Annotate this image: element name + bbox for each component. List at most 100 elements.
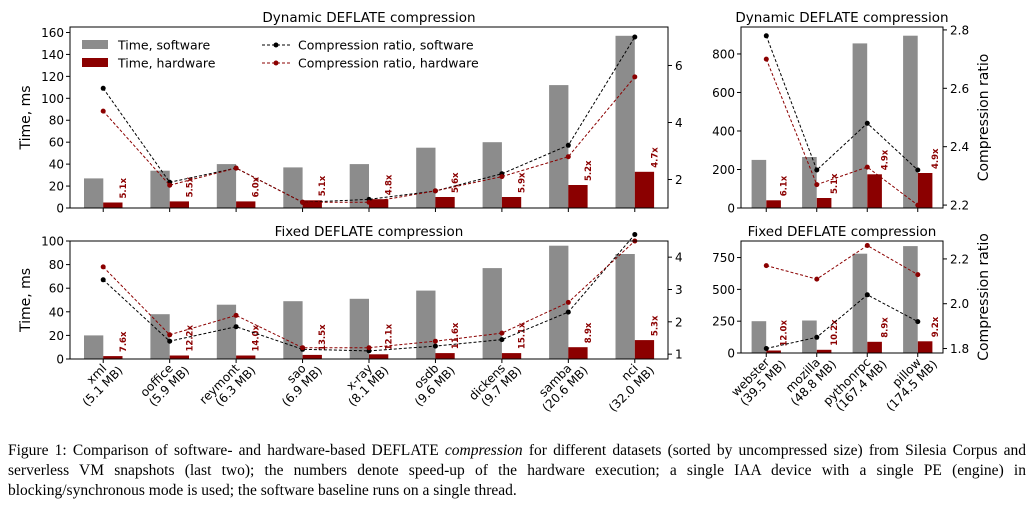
bar-hardware-pillow [917, 173, 933, 208]
x-tick-label: sao(6.9 MB) [270, 354, 325, 409]
x-tick-label: webster(39.5 MB) [728, 348, 788, 408]
bar-software-samba [549, 85, 569, 208]
chart-dyn-right: 6.1x 5.1x 4.9x 4.9x 0 200 400 600 800 2.2 2.4 2.6 2.… [712, 10, 992, 216]
point-hardware-osdb [432, 338, 438, 344]
y2-axis-label: Compression ratio [976, 233, 992, 361]
y2-tick-label: 1.8 [950, 342, 969, 356]
y-tick-label: 100 [41, 235, 64, 249]
bar-hardware-osdb [435, 197, 455, 208]
bar-software-webster [751, 321, 767, 353]
y-tick-label: 800 [712, 47, 735, 61]
bar-software-osdb [416, 147, 436, 208]
bar-hardware-nci [634, 340, 655, 359]
y-tick-label: 250 [712, 315, 735, 329]
y-tick-label: 100 [41, 92, 64, 106]
y-tick-label: 60 [49, 136, 64, 150]
y2-tick-label: 4 [675, 251, 683, 265]
bar-software-sao [283, 167, 303, 208]
speedup-label: 12.1x [385, 323, 395, 350]
line-software [765, 35, 919, 171]
point-software-pythonrpc [864, 292, 870, 298]
x-tick-label: pillow(174.5 MB) [874, 348, 940, 414]
y-tick-label: 20 [49, 329, 64, 343]
y-tick-label: 40 [49, 305, 64, 319]
point-software-samba [565, 309, 571, 315]
y2-tick-label: 2.6 [950, 82, 969, 96]
point-hardware-reymont [233, 165, 239, 171]
bar-hardware-nci [634, 171, 655, 208]
y-tick-label: 200 [712, 163, 735, 177]
y2-tick-label: 2.4 [950, 140, 969, 154]
point-hardware-xml [100, 108, 106, 114]
x-tick-label: dickens(9.7 MB) [466, 354, 524, 412]
point-hardware-x-ray [366, 345, 372, 351]
point-hardware-ooffice [167, 332, 173, 338]
point-hardware-dickens [499, 330, 505, 336]
legend: Time, software Time, hardware Compression … [82, 38, 479, 71]
y2-tick-label: 2.2 [950, 252, 969, 266]
bar-hardware-samba [568, 347, 588, 359]
bar-hardware-reymont [236, 355, 256, 359]
speedup-label: 5.1x [318, 175, 328, 196]
speedup-label: 8.9x [584, 322, 594, 343]
bar-software-webster [751, 159, 767, 208]
line-hardware [765, 58, 919, 206]
speedup-label: 13.5x [318, 324, 328, 351]
y2-tick-label: 3 [675, 283, 683, 297]
speedup-label: 4.8x [385, 174, 395, 195]
y2-tick-label: 4 [675, 116, 683, 130]
bar-hardware-pythonrpc [867, 174, 882, 208]
x-tick-label: xml(5.1 MB) [71, 354, 126, 409]
speedup-label: 8.9x [881, 317, 891, 338]
line-hardware [102, 240, 636, 349]
point-hardware-samba [565, 299, 571, 305]
point-software-xml [100, 277, 106, 283]
bar-software-reymont [216, 304, 237, 359]
x-tick-label: x-ray(8.1 MB) [336, 354, 391, 409]
bar-hardware-x-ray [369, 354, 389, 359]
bar-hardware-x-ray [369, 199, 389, 208]
bar-software-ooffice [150, 170, 170, 208]
point-software-pillow [915, 167, 921, 173]
bar-software-xml [84, 178, 104, 208]
speedup-label: 4.9x [931, 148, 941, 169]
chart-title: Fixed DEFLATE compression [275, 224, 464, 240]
speedup-label: 6.0x [252, 176, 262, 197]
point-hardware-pythonrpc [864, 243, 870, 248]
bar-software-dickens [482, 268, 502, 359]
y-tick-label: 140 [41, 48, 64, 62]
bar-software-x-ray [349, 164, 369, 208]
figure-canvas: 5.1x 5.5x 6.0x 5.1x 4.8x 5.6x 5.9x5.2x4.7x0204… [18, 10, 992, 415]
bar-software-osdb [416, 290, 436, 359]
bar-hardware-ooffice [169, 355, 189, 359]
figure-caption: Figure 1: Comparison of software- and ha… [8, 441, 1026, 501]
y-tick-label: 400 [712, 124, 735, 138]
bar-hardware-ooffice [169, 201, 189, 208]
x-tick-label: samba(20.6 MB) [530, 354, 590, 414]
bar-software-x-ray [349, 298, 369, 359]
bar-hardware-dickens [501, 197, 522, 208]
line-hardware [766, 244, 919, 280]
chart-dyn-left: 5.1x 5.5x 6.0x 5.1x 4.8x 5.6x 5.9x 5.2x 4.7x 0 20 4… [18, 10, 683, 216]
point-hardware-webster [763, 263, 769, 269]
y-tick-label: 80 [49, 114, 64, 128]
point-hardware-nci [632, 74, 638, 80]
point-hardware-ooffice [167, 182, 173, 188]
bar-software-pythonrpc [852, 253, 868, 353]
y-tick-label: 20 [49, 180, 64, 194]
y-tick-label: 80 [49, 258, 64, 272]
x-tick-label: nci(32.0 MB) [597, 354, 657, 414]
y2-tick-label: 2.8 [950, 23, 969, 37]
y-tick-label: 0 [727, 347, 735, 361]
point-hardware-mozilla [814, 182, 820, 188]
bar-software-pythonrpc [852, 43, 868, 209]
speedup-label: 14.0x [252, 325, 262, 352]
point-software-webster [763, 33, 769, 39]
point-software-webster [763, 346, 769, 351]
point-hardware-sao [300, 199, 306, 205]
caption-emphasis: compression [444, 442, 523, 459]
chart-fix-right: 12.0x 10.2x 8.9x 9.2x 0 250 500 750 1.8 2.0 2.2 Fix… [712, 224, 992, 414]
speedup-label: 12.0x [780, 320, 790, 347]
bar-hardware-mozilla [816, 349, 832, 353]
point-hardware-osdb [432, 188, 438, 194]
